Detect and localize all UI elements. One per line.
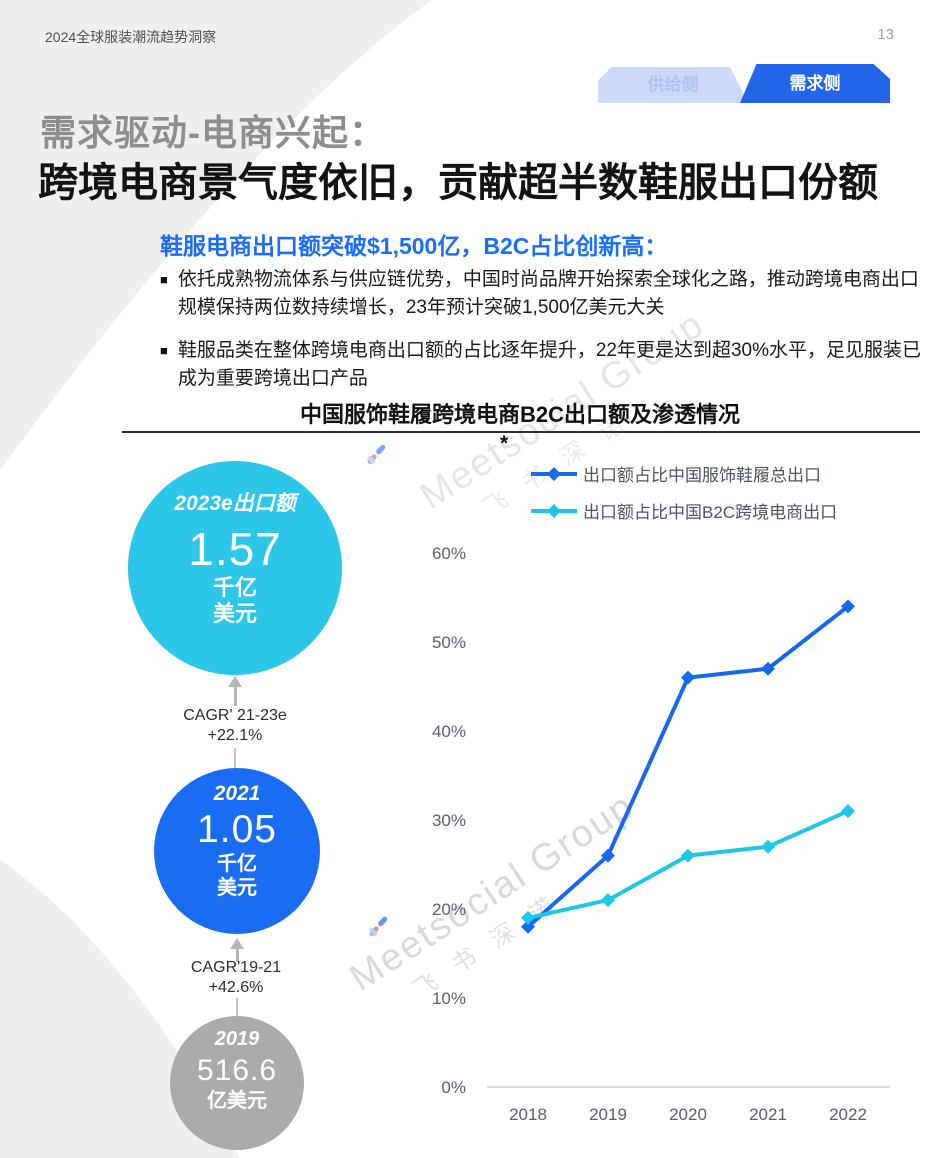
stat-circle-2021: 2021 1.05 千亿 美元 (154, 768, 320, 934)
stat-circle-unit: 美元 (212, 601, 257, 626)
stat-circle-2023e: 2023e出口额 1.57 千亿 美元 (128, 461, 342, 675)
page-title-line1: 需求驱动-电商兴起： (40, 112, 386, 153)
bullet-item: ■ 依托成熟物流体系与供应链优势，中国时尚品牌开始探索全球化之路，推动跨境电商出… (160, 266, 926, 322)
legend-line-marker-icon (531, 503, 577, 518)
tab-supply-side[interactable]: 供给侧 (598, 67, 748, 103)
bullet-text: 鞋服品类在整体跨境电商出口额的占比逐年提升，22年更是达到超30%水平，足见服装… (177, 340, 922, 389)
svg-text:2022: 2022 (829, 1105, 867, 1124)
page-title-line2: 跨境电商景气度依旧，贡献超半数鞋服出口份额 (38, 161, 878, 205)
bullet-text: 依托成熟物流体系与供应链优势，中国时尚品牌开始探索全球化之路，推动跨境电商出口规… (177, 269, 919, 318)
bullet-square-icon: ■ (160, 343, 168, 358)
legend-item-total-export: 出口额占比中国服饰鞋履总出口 (530, 461, 821, 486)
stat-circle-unit: 亿美元 (207, 1090, 267, 1112)
legend-label: 出口额占比中国B2C跨境电商出口 (583, 503, 838, 522)
cagr-value: +22.1% (207, 727, 263, 744)
section-subtitle: 鞋服电商出口额突破$1,500亿，B2C占比创新高： (160, 233, 668, 259)
stat-circle-value: 1.57 (188, 523, 282, 575)
line-chart: 0% 10% 20% 30% 40% 50% 60% 2018 2019 2020 2021 2022 (432, 544, 890, 1124)
svg-text:20%: 20% (432, 900, 466, 919)
meetsocial-logo-icon (367, 444, 386, 464)
bullet-item: ■ 鞋服品类在整体跨境电商出口额的占比逐年提升，22年更是达到超30%水平，足见… (160, 337, 926, 393)
tab-demand-side[interactable]: 需求侧 (740, 64, 890, 103)
cagr-label-19-21: CAGR'19-21 +42.6% (146, 958, 326, 998)
document-title: 2024全球服装潮流趋势洞察 (45, 29, 217, 45)
svg-text:10%: 10% (432, 989, 466, 1008)
background-shape-top-left (0, 0, 432, 470)
stat-circle-unit: 千亿 (217, 853, 257, 875)
svg-text:30%: 30% (432, 811, 466, 830)
legend-label: 出口额占比中国服饰鞋履总出口 (583, 466, 821, 485)
cagr-period: CAGR'19-21 (190, 959, 282, 976)
stat-circle-2019: 2019 516.6 亿美元 (170, 1016, 304, 1150)
footnote-asterisk: * (500, 432, 509, 455)
growth-arrow-up-icon (228, 676, 242, 706)
stat-circle-value: 516.6 (196, 1054, 278, 1087)
chart-title-divider (122, 431, 920, 433)
bullet-square-icon: ■ (160, 272, 168, 287)
svg-text:60%: 60% (432, 544, 466, 563)
svg-text:2019: 2019 (589, 1105, 627, 1124)
svg-text:2021: 2021 (749, 1105, 787, 1124)
cagr-value: +42.6% (208, 979, 264, 996)
bullet-list: ■ 依托成熟物流体系与供应链优势，中国时尚品牌开始探索全球化之路，推动跨境电商出… (160, 266, 926, 408)
legend-item-b2c-export: 出口额占比中国B2C跨境电商出口 (530, 498, 837, 523)
side-tabs: 供给侧 需求侧 (598, 64, 890, 103)
connector-line (234, 748, 236, 768)
svg-text:50%: 50% (432, 633, 466, 652)
stat-circle-value: 1.05 (197, 808, 277, 851)
svg-text:0%: 0% (441, 1078, 466, 1097)
page-number: 13 (877, 26, 894, 43)
chart-title: 中国服饰鞋履跨境电商B2C出口额及渗透情况 (299, 402, 740, 427)
cagr-period: CAGR' 21-23e (183, 707, 287, 724)
meetsocial-logo-icon (369, 916, 388, 936)
svg-text:2018: 2018 (509, 1105, 547, 1124)
stat-circle-year: 2023e出口额 (174, 492, 296, 515)
connector-line (236, 998, 238, 1016)
stat-circle-unit: 千亿 (212, 575, 257, 600)
growth-arrow-up-icon (230, 938, 244, 962)
stat-circle-year: 2021 (213, 782, 261, 805)
svg-text:40%: 40% (432, 722, 466, 741)
svg-text:2020: 2020 (669, 1105, 707, 1124)
legend-line-marker-icon (531, 466, 577, 481)
cagr-label-21-23e: CAGR' 21-23e +22.1% (145, 706, 325, 746)
stat-circle-unit: 美元 (217, 877, 257, 899)
stat-circle-year: 2019 (214, 1028, 260, 1050)
